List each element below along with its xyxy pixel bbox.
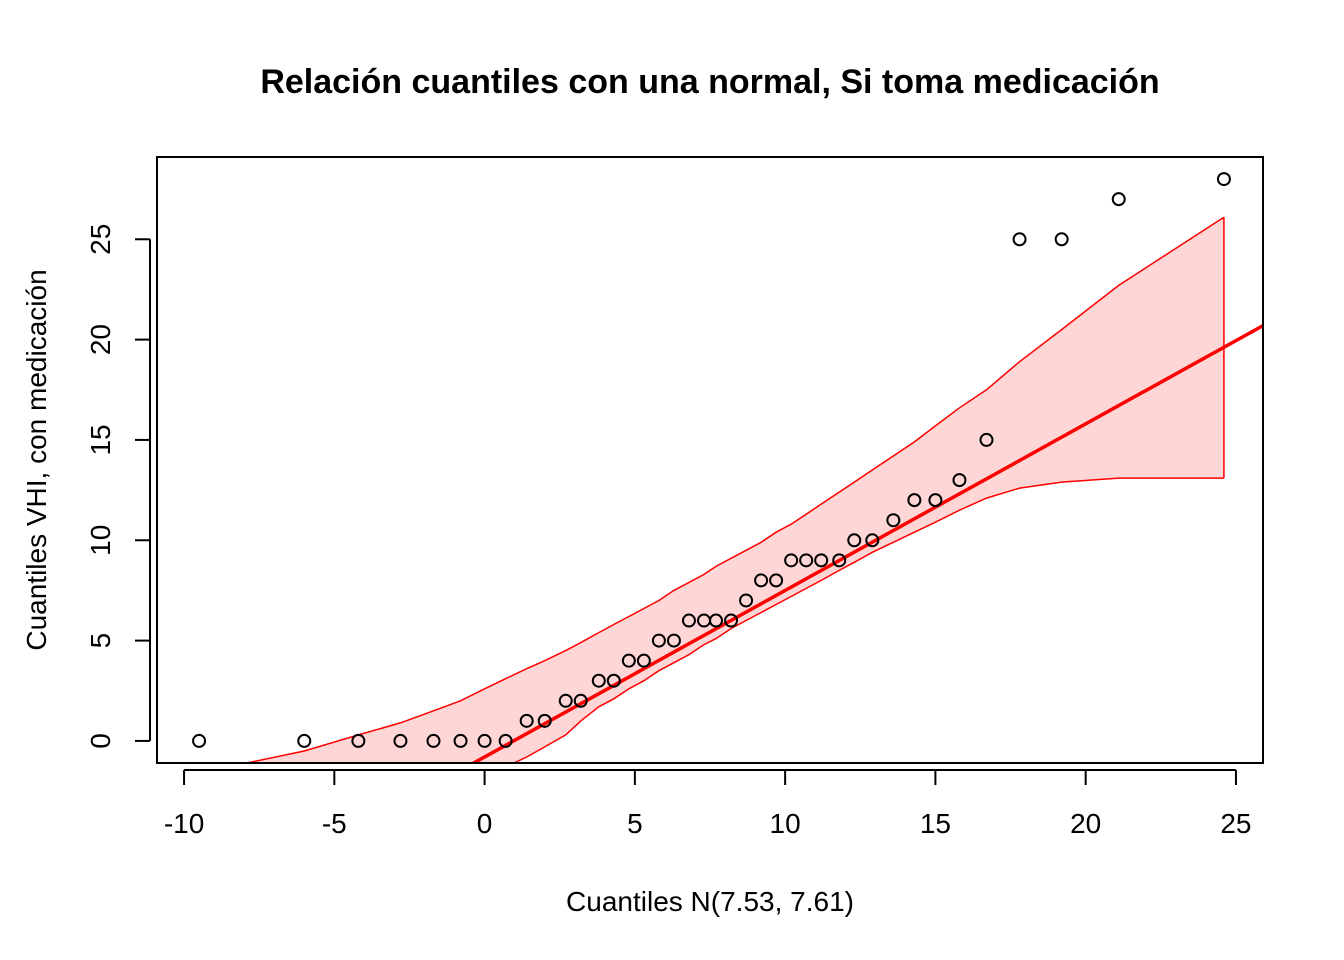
data-point — [519, 713, 534, 728]
y-tick-label: 10 — [85, 525, 116, 556]
data-point — [606, 673, 621, 688]
data-point — [814, 553, 829, 568]
confidence-band-lower — [512, 477, 1224, 763]
reference-line-group — [470, 324, 1263, 763]
data-point — [453, 733, 468, 748]
data-point — [709, 613, 724, 628]
data-point — [477, 733, 492, 748]
x-axis: -10 -5 0 5 10 15 20 25 — [164, 769, 1252, 839]
x-tick-label: 15 — [920, 808, 951, 839]
y-axis: 0 5 10 15 20 25 — [85, 224, 151, 749]
data-point — [558, 693, 573, 708]
data-point — [907, 493, 922, 508]
data-point — [724, 613, 739, 628]
y-tick-label: 5 — [85, 633, 116, 649]
data-point — [865, 533, 880, 548]
confidence-band-fill — [246, 217, 1224, 763]
data-point — [498, 733, 513, 748]
data-point — [1111, 192, 1126, 207]
data-point — [681, 613, 696, 628]
data-point — [591, 673, 606, 688]
data-point — [769, 573, 784, 588]
data-points — [192, 172, 1231, 748]
plot-frame — [156, 156, 1264, 764]
x-tick-label: 10 — [770, 808, 801, 839]
data-point — [979, 432, 994, 447]
x-tick-label: 20 — [1070, 808, 1101, 839]
x-tick-label: 25 — [1220, 808, 1251, 839]
confidence-band — [243, 216, 1225, 763]
y-tick-label: 20 — [85, 324, 116, 355]
data-point — [739, 593, 754, 608]
data-point — [666, 633, 681, 648]
data-point — [832, 553, 847, 568]
confidence-band-upper — [243, 216, 1225, 763]
x-tick-label: -10 — [164, 808, 204, 839]
data-point — [952, 473, 967, 488]
x-tick-label: 5 — [627, 808, 643, 839]
data-point — [537, 713, 552, 728]
data-point — [651, 633, 666, 648]
data-point — [1012, 232, 1027, 247]
data-point — [799, 553, 814, 568]
data-point — [1216, 172, 1231, 187]
x-tick-label: 0 — [477, 808, 493, 839]
x-tick-label: -5 — [322, 808, 347, 839]
data-point — [426, 733, 441, 748]
data-point — [621, 653, 636, 668]
y-tick-label: 15 — [85, 424, 116, 455]
data-point — [636, 653, 651, 668]
x-axis-label: Cuantiles N(7.53, 7.61) — [566, 886, 854, 917]
data-point — [573, 693, 588, 708]
chart-title: Relación cuantiles con una normal, Si to… — [260, 63, 1159, 101]
data-point — [886, 513, 901, 528]
data-point — [784, 553, 799, 568]
data-point — [297, 733, 312, 748]
y-tick-label: 0 — [85, 733, 116, 749]
data-point — [351, 733, 366, 748]
y-axis-label: Cuantiles VHI, con medicación — [21, 269, 52, 650]
data-point — [1054, 232, 1069, 247]
data-point — [928, 493, 943, 508]
data-point — [393, 733, 408, 748]
data-point — [192, 733, 207, 748]
reference-line — [470, 324, 1263, 763]
y-tick-label: 25 — [85, 224, 116, 255]
data-point — [754, 573, 769, 588]
data-point — [847, 533, 862, 548]
